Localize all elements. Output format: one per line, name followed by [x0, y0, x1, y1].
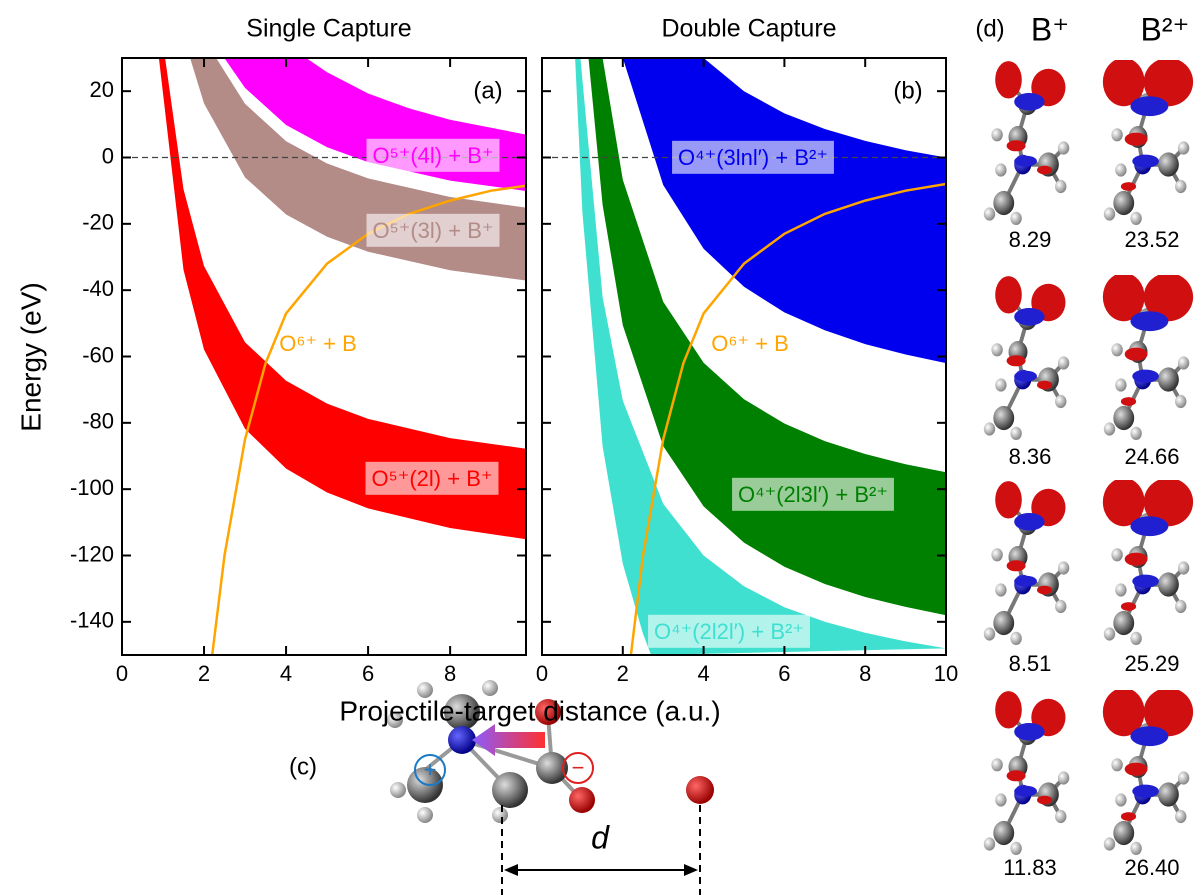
curve [629, 182, 946, 655]
x-tick-label: 6 [778, 661, 790, 686]
curve-label: O⁶⁺ + B [711, 331, 789, 356]
y-tick-label: -140 [70, 608, 114, 633]
panel-tag: (b) [893, 77, 922, 104]
panel-tag: (a) [473, 77, 502, 104]
y-tick-label: -40 [82, 276, 114, 301]
column-header: B⁺ [1031, 11, 1069, 47]
y-tick-label: 0 [102, 143, 114, 168]
y-tick-label: -60 [82, 342, 114, 367]
orbital-energy: 8.29 [1009, 227, 1052, 252]
x-tick-label: 4 [697, 661, 709, 686]
energy-band [622, 58, 946, 364]
band-label-box [366, 138, 500, 172]
y-tick-label: -20 [82, 210, 114, 235]
curve [210, 184, 526, 655]
band-label-box [365, 461, 499, 495]
column-header: B²⁺ [1141, 11, 1190, 47]
band-label: O⁴⁺(2l2l′) + B²⁺ [654, 619, 804, 644]
panel-title: Double Capture [661, 15, 836, 43]
x-tick-label: 0 [536, 661, 548, 686]
charge-plus: + [424, 757, 437, 782]
band-label-box [366, 213, 500, 247]
x-tick-label: 8 [859, 661, 871, 686]
band-label: O⁵⁺(4l) + B⁺ [373, 143, 494, 168]
x-tick-label: 2 [617, 661, 629, 686]
curve-label: O⁶⁺ + B [279, 331, 357, 356]
distance-label: d [591, 819, 610, 855]
band-label: O⁴⁺(2l3l′) + B²⁺ [738, 482, 888, 507]
orbital-energy: 11.83 [1003, 855, 1056, 880]
panel-tag: (d) [975, 15, 1004, 42]
orbital-energy: 8.36 [1009, 444, 1052, 469]
y-tick-label: -80 [82, 409, 114, 434]
y-tick-label: 20 [90, 77, 114, 102]
energy-band [588, 58, 946, 616]
orbital-energy: 25.29 [1124, 651, 1179, 676]
y-axis-label: Energy (eV) [15, 282, 46, 431]
panel-tag: (c) [289, 753, 317, 780]
x-tick-label: 6 [362, 661, 374, 686]
band-label: O⁵⁺(2l) + B⁺ [372, 466, 493, 491]
x-tick-label: 8 [444, 661, 456, 686]
band-label: O⁵⁺(3l) + B⁺ [373, 218, 494, 243]
orbital-energy: 8.51 [1009, 651, 1052, 676]
orbital-energy: 26.40 [1124, 855, 1179, 880]
x-tick-label: 0 [116, 661, 128, 686]
band-label-box [648, 614, 810, 648]
x-tick-label: 4 [280, 661, 292, 686]
orbital-energy: 24.66 [1124, 444, 1179, 469]
y-tick-label: -120 [70, 541, 114, 566]
charge-minus: − [572, 755, 585, 780]
band-label: O⁴⁺(3lnl′) + B²⁺ [678, 145, 828, 170]
x-tick-label: 10 [934, 661, 958, 686]
orbital-energy: 23.52 [1124, 227, 1179, 252]
panel-title: Single Capture [246, 15, 411, 43]
band-label-box [732, 477, 894, 511]
molecule-c [387, 680, 714, 895]
x-tick-label: 2 [198, 661, 210, 686]
x-axis-label: Projectile-target distance (a.u.) [339, 695, 720, 726]
band-label-box [672, 140, 834, 174]
y-tick-label: -100 [70, 475, 114, 500]
